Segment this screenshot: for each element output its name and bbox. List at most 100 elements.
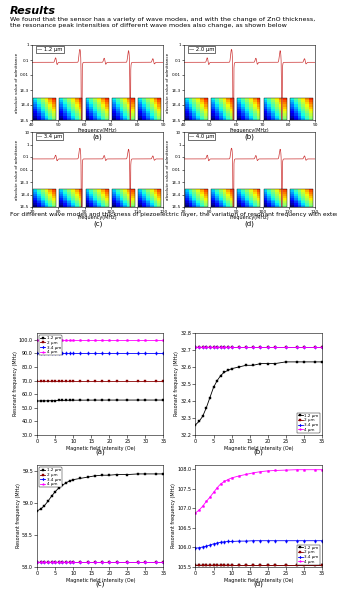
Legend: 1.2 μm, 2 μm, 3.4 μm, 4 μm: 1.2 μm, 2 μm, 3.4 μm, 4 μm — [297, 413, 320, 433]
1.2 μm — [35, 507, 39, 514]
4 μm — [50, 336, 54, 343]
1.2 μm — [57, 484, 61, 491]
3.4 μm — [229, 343, 234, 350]
4 μm — [39, 558, 43, 565]
X-axis label: Frequency(MHz): Frequency(MHz) — [229, 128, 269, 133]
1.2 μm — [226, 562, 230, 569]
4 μm — [93, 336, 97, 343]
4 μm — [57, 336, 61, 343]
2 μm — [115, 377, 119, 384]
4 μm — [219, 480, 223, 487]
4 μm — [222, 478, 226, 485]
Text: (b): (b) — [254, 448, 264, 455]
3.4 μm — [226, 343, 230, 350]
2 μm — [53, 558, 57, 565]
2 μm — [39, 377, 43, 384]
1.2 μm — [46, 498, 50, 505]
2 μm — [107, 377, 111, 384]
4 μm — [229, 475, 234, 482]
1.2 μm — [154, 470, 158, 478]
Text: Results: Results — [10, 6, 56, 16]
3.4 μm — [50, 558, 54, 565]
2 μm — [266, 562, 270, 569]
3.4 μm — [57, 558, 61, 565]
1.2 μm — [237, 562, 241, 569]
1.2 μm — [125, 471, 129, 478]
2 μm — [35, 377, 39, 384]
1.2 μm — [212, 384, 216, 391]
1.2 μm — [244, 362, 248, 369]
Line: 4 μm: 4 μm — [194, 469, 323, 514]
2 μm — [67, 558, 71, 565]
1.2 μm — [67, 397, 71, 404]
Text: — 3.4 μm: — 3.4 μm — [37, 134, 63, 139]
1.2 μm — [229, 365, 234, 372]
Line: 3.4 μm: 3.4 μm — [194, 346, 323, 348]
1.2 μm — [197, 418, 201, 425]
4 μm — [64, 336, 68, 343]
3.4 μm — [42, 558, 46, 565]
4 μm — [204, 498, 208, 505]
4 μm — [115, 558, 119, 565]
2 μm — [125, 558, 129, 565]
4 μm — [60, 336, 64, 343]
2 μm — [64, 558, 68, 565]
3.4 μm — [193, 343, 197, 350]
4 μm — [79, 558, 83, 565]
3.4 μm — [244, 343, 248, 350]
1.2 μm — [201, 562, 205, 569]
4 μm — [79, 336, 83, 343]
Text: We found that the sensor has a variety of wave modes, and with the change of ZnO: We found that the sensor has a variety o… — [10, 17, 315, 28]
2 μm — [251, 562, 255, 569]
4 μm — [212, 489, 216, 496]
2 μm — [229, 343, 234, 350]
2 μm — [154, 558, 158, 565]
Text: (a): (a) — [93, 133, 102, 140]
1.2 μm — [208, 394, 212, 401]
2 μm — [302, 343, 306, 350]
1.2 μm — [284, 562, 288, 569]
1.2 μm — [100, 397, 104, 404]
2 μm — [244, 562, 248, 569]
3.4 μm — [154, 558, 158, 565]
3.4 μm — [237, 538, 241, 545]
4 μm — [215, 343, 219, 350]
3.4 μm — [197, 343, 201, 350]
1.2 μm — [86, 473, 90, 481]
3.4 μm — [212, 343, 216, 350]
2 μm — [237, 562, 241, 569]
4 μm — [35, 336, 39, 343]
1.2 μm — [46, 397, 50, 404]
3.4 μm — [295, 343, 299, 350]
1.2 μm — [244, 562, 248, 569]
3.4 μm — [79, 350, 83, 357]
4 μm — [100, 558, 104, 565]
X-axis label: Frequency(MHz): Frequency(MHz) — [229, 215, 269, 220]
Line: 1.2 μm: 1.2 μm — [194, 361, 323, 426]
1.2 μm — [136, 470, 140, 478]
2 μm — [215, 562, 219, 569]
3.4 μm — [125, 350, 129, 357]
Text: (d): (d) — [254, 580, 264, 587]
1.2 μm — [57, 397, 61, 404]
1.2 μm — [154, 397, 158, 404]
3.4 μm — [136, 350, 140, 357]
1.2 μm — [86, 397, 90, 404]
1.2 μm — [125, 397, 129, 404]
3.4 μm — [60, 558, 64, 565]
1.2 μm — [320, 358, 324, 365]
1.2 μm — [107, 397, 111, 404]
2 μm — [212, 343, 216, 350]
1.2 μm — [302, 562, 306, 569]
2 μm — [136, 558, 140, 565]
2 μm — [320, 562, 324, 569]
1.2 μm — [219, 562, 223, 569]
3.4 μm — [67, 558, 71, 565]
4 μm — [193, 509, 197, 517]
4 μm — [222, 343, 226, 350]
Y-axis label: Resonant frequency (MHz): Resonant frequency (MHz) — [16, 484, 21, 548]
3.4 μm — [273, 343, 277, 350]
4 μm — [46, 558, 50, 565]
3.4 μm — [295, 537, 299, 544]
2 μm — [125, 377, 129, 384]
